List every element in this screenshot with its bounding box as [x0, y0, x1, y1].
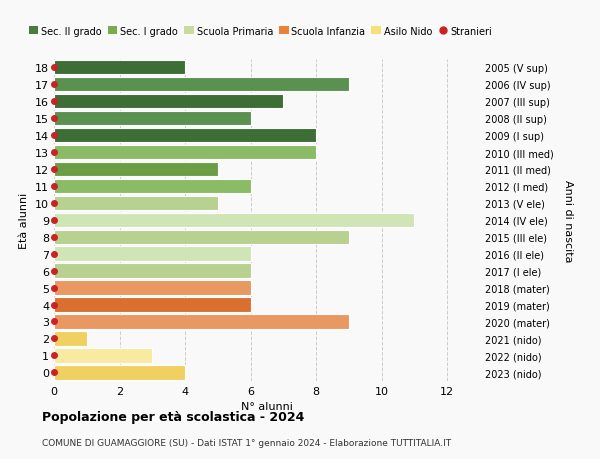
Bar: [54, 196, 218, 211]
Bar: [54, 230, 349, 244]
Bar: [54, 78, 349, 92]
Bar: [54, 348, 152, 363]
Bar: [54, 314, 349, 329]
Bar: [54, 179, 251, 194]
Bar: [54, 61, 185, 75]
X-axis label: N° alunni: N° alunni: [241, 401, 293, 411]
Bar: [54, 264, 251, 278]
Bar: [54, 247, 251, 261]
Bar: [54, 162, 218, 177]
Bar: [54, 365, 185, 380]
Bar: [54, 112, 251, 126]
Bar: [54, 281, 251, 295]
Text: COMUNE DI GUAMAGGIORE (SU) - Dati ISTAT 1° gennaio 2024 - Elaborazione TUTTITALI: COMUNE DI GUAMAGGIORE (SU) - Dati ISTAT …: [42, 438, 451, 447]
Bar: [54, 146, 316, 160]
Legend: Sec. II grado, Sec. I grado, Scuola Primaria, Scuola Infanzia, Asilo Nido, Stran: Sec. II grado, Sec. I grado, Scuola Prim…: [25, 23, 496, 40]
Bar: [54, 298, 251, 312]
Bar: [54, 95, 283, 109]
Bar: [54, 129, 316, 143]
Text: Popolazione per età scolastica - 2024: Popolazione per età scolastica - 2024: [42, 410, 304, 423]
Bar: [54, 331, 87, 346]
Bar: [54, 213, 415, 228]
Y-axis label: Età alunni: Età alunni: [19, 192, 29, 248]
Y-axis label: Anni di nascita: Anni di nascita: [563, 179, 573, 262]
